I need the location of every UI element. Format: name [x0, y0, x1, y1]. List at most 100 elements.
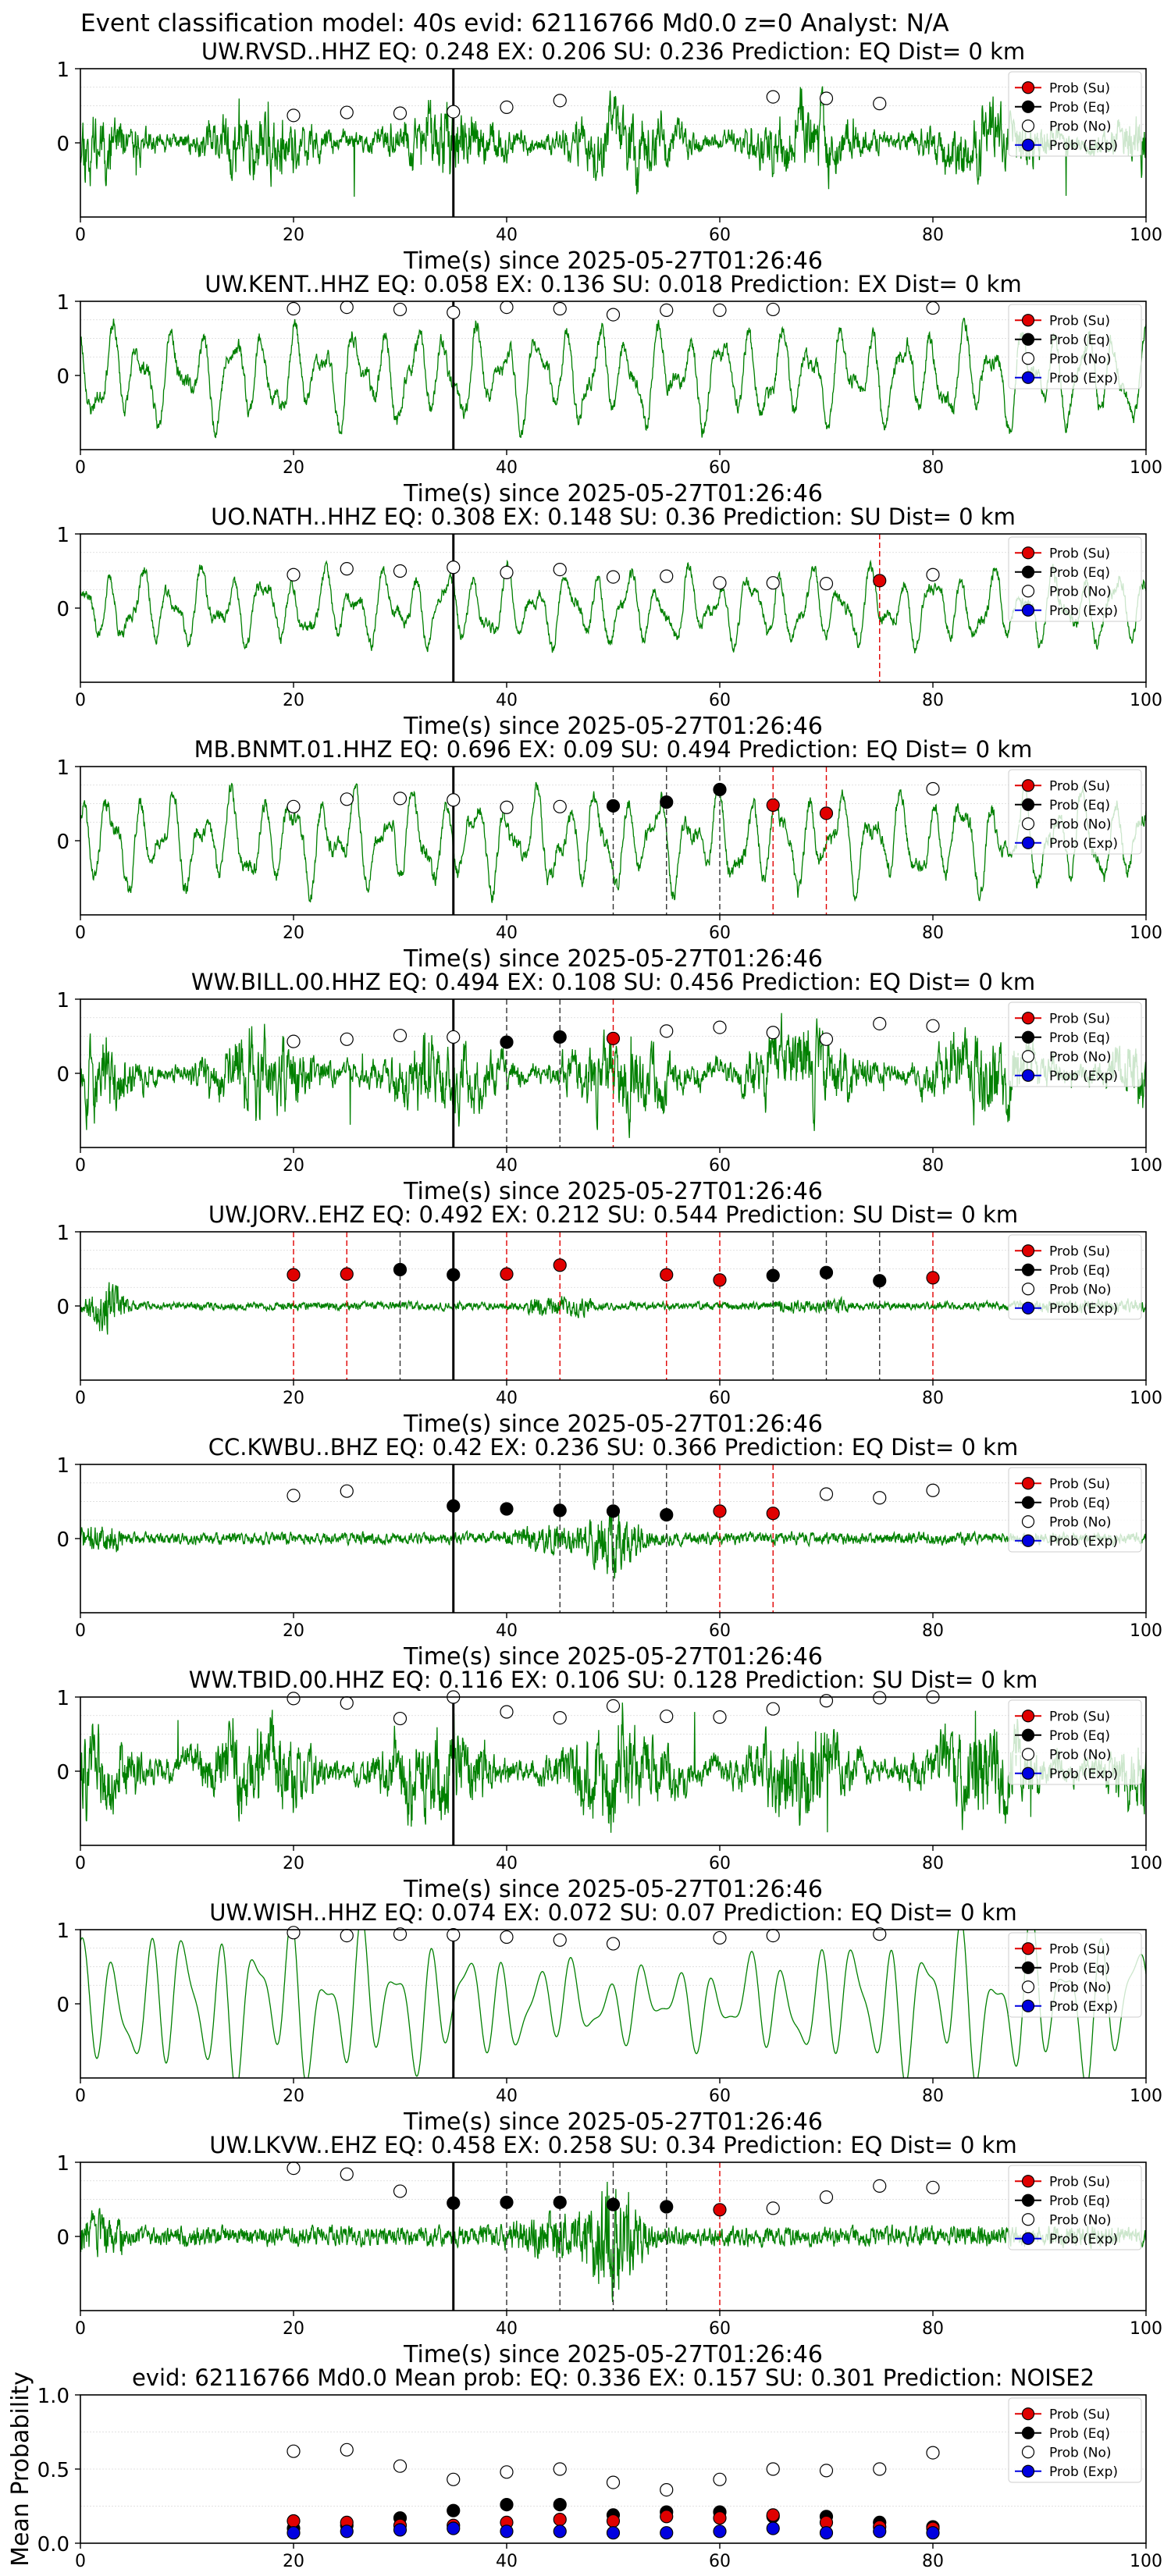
legend-label: Prob (No)	[1049, 1282, 1112, 1297]
prob-eq-point	[766, 1268, 780, 1283]
x-tick-label: 60	[709, 691, 731, 710]
x-axis-label: Time(s) since 2025-05-27T01:26:46	[403, 1411, 823, 1438]
x-tick-label: 80	[922, 923, 944, 943]
panel-title: WW.BILL.00.HHZ EQ: 0.494 EX: 0.108 SU: 0…	[191, 969, 1035, 995]
legend-swatch-marker	[1021, 1748, 1035, 1761]
x-tick-label: 40	[496, 691, 518, 710]
prob-eq-point	[660, 2200, 674, 2214]
prob-no-point	[500, 100, 514, 114]
mean-prob-no-point	[713, 2472, 727, 2486]
prob-no-point	[393, 302, 408, 317]
y-tick-label: 1	[56, 1222, 69, 1245]
prob-no-point	[926, 2180, 940, 2194]
legend-label: Prob (Su)	[1049, 313, 1110, 329]
prob-eq-point	[393, 1262, 408, 1277]
prob-no-point	[447, 560, 461, 575]
prob-no-point	[873, 1691, 887, 1705]
legend-swatch-marker	[1021, 333, 1035, 346]
prob-no-point	[393, 2184, 408, 2198]
mean-prob-su-point	[713, 2511, 727, 2525]
x-axis-label: Time(s) since 2025-05-27T01:26:46	[403, 2341, 823, 2368]
legend-label: Prob (No)	[1049, 119, 1112, 134]
prob-no-point	[340, 2167, 354, 2181]
prob-no-point	[340, 562, 354, 576]
x-tick-label: 100	[1130, 2087, 1162, 2106]
prob-su-point	[713, 2203, 727, 2217]
legend-label: Prob (Su)	[1049, 1476, 1110, 1492]
prob-no-point	[287, 1692, 301, 1706]
x-tick-label: 20	[283, 458, 304, 478]
prob-eq-point	[606, 799, 621, 813]
prob-no-point	[766, 90, 780, 104]
legend-swatch-marker	[1021, 1283, 1035, 1296]
mean-prob-eq-point	[447, 2503, 461, 2517]
legend-panel-9: Prob (Su) Prob (Eq) Prob (No) Prob (Exp)	[1008, 1932, 1142, 2018]
legend-swatch-marker	[1021, 1301, 1035, 1315]
mean-prob-no-point	[926, 2446, 940, 2460]
prob-su-point	[713, 1504, 727, 1518]
panel-title: UW.WISH..HHZ EQ: 0.074 EX: 0.072 SU: 0.0…	[209, 1899, 1017, 1926]
prob-no-point	[500, 800, 514, 814]
prob-no-point	[340, 1696, 354, 1710]
x-tick-label: 80	[922, 1389, 944, 1408]
x-tick-label: 20	[283, 691, 304, 710]
legend-label: Prob (Su)	[1049, 1709, 1110, 1724]
station-panel-9: UW.WISH..HHZ EQ: 0.074 EX: 0.072 SU: 0.0…	[56, 1899, 1162, 2136]
figure-suptitle: Event classification model: 40s evid: 62…	[80, 9, 949, 37]
mean-prob-no-point	[447, 2472, 461, 2486]
x-tick-label: 100	[1130, 1621, 1162, 1641]
legend-swatch-marker	[1021, 1030, 1035, 1044]
prob-su-point	[873, 574, 887, 588]
panel-title: UO.NATH..HHZ EQ: 0.308 EX: 0.148 SU: 0.3…	[211, 503, 1016, 530]
legend-label: Prob (Eq)	[1049, 1030, 1110, 1046]
legend-swatch-marker	[1021, 2446, 1035, 2459]
legend-summary: Prob (Su) Prob (Eq) Prob (No) Prob (Exp)	[1008, 2397, 1142, 2483]
prob-eq-point	[447, 1268, 461, 1282]
station-panel-1: UW.RVSD..HHZ EQ: 0.248 EX: 0.206 SU: 0.2…	[56, 38, 1162, 275]
legend-swatch-marker	[1021, 2175, 1035, 2188]
prob-su-point	[553, 1258, 567, 1272]
legend-swatch-marker	[1021, 352, 1035, 365]
legend-swatch-marker	[1021, 1477, 1035, 1490]
x-tick-label: 60	[709, 458, 731, 478]
legend-box	[1008, 1467, 1142, 1553]
legend-label: Prob (Exp)	[1049, 1999, 1118, 2015]
prob-no-point	[766, 1702, 780, 1716]
x-tick-label: 0	[75, 2552, 86, 2571]
x-tick-label: 20	[283, 2552, 304, 2571]
x-tick-label: 20	[283, 923, 304, 943]
x-tick-label: 0	[75, 226, 86, 245]
y-tick-label: 0	[56, 365, 69, 389]
x-axis-label: Time(s) since 2025-05-27T01:26:46	[403, 713, 823, 740]
prob-su-point	[766, 1507, 780, 1521]
legend-label: Prob (Eq)	[1049, 798, 1110, 813]
panel-title: UW.LKVW..EHZ EQ: 0.458 EX: 0.258 SU: 0.3…	[209, 2132, 1017, 2158]
axes-frame	[80, 301, 1147, 450]
x-tick-label: 80	[922, 2087, 944, 2106]
mean-prob-no-point	[873, 2462, 887, 2476]
prob-no-point	[873, 2179, 887, 2193]
prob-no-point	[447, 1030, 461, 1044]
mean-prob-exp-point	[606, 2526, 621, 2540]
prob-no-point	[660, 303, 674, 317]
prob-su-point	[819, 806, 834, 820]
prob-no-point	[766, 302, 780, 317]
legend-box	[1008, 1699, 1142, 1785]
x-tick-label: 0	[75, 691, 86, 710]
legend-label: Prob (Su)	[1049, 778, 1110, 794]
legend-swatch-marker	[1021, 81, 1035, 94]
prob-no-point	[713, 576, 727, 590]
legend-swatch-marker	[1021, 2426, 1035, 2439]
legend-swatch-marker	[1021, 371, 1035, 384]
mean-prob-exp-point	[713, 2524, 727, 2539]
legend-box	[1008, 1002, 1142, 1087]
prob-no-point	[500, 1705, 514, 1719]
station-panel-2: UW.KENT..HHZ EQ: 0.058 EX: 0.136 SU: 0.0…	[56, 271, 1162, 507]
prob-no-point	[287, 301, 301, 316]
x-tick-label: 40	[496, 2552, 518, 2571]
legend-label: Prob (Eq)	[1049, 1961, 1110, 1976]
x-tick-label: 20	[283, 2087, 304, 2106]
y-tick-label: 0	[56, 598, 69, 621]
y-tick-label: 1	[56, 1454, 69, 1478]
x-tick-label: 80	[922, 458, 944, 478]
